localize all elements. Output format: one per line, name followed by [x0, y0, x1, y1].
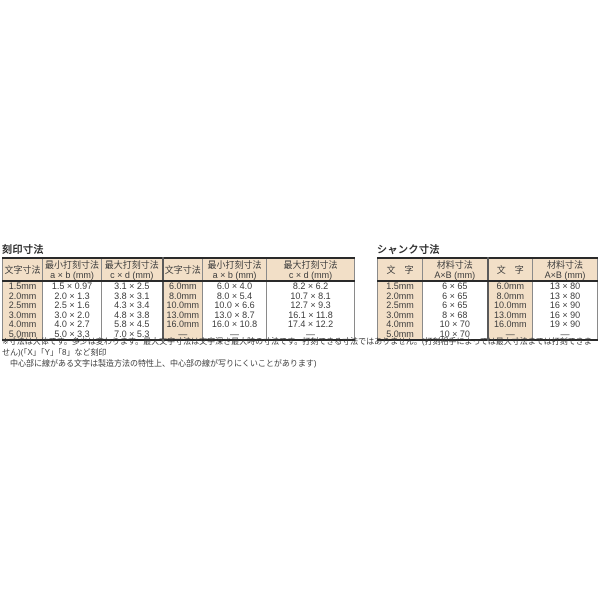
stamp-dimensions-section: 刻印寸法 文字寸法 最小打刻寸法 a × b (mm) 最大打刻寸法 c × d (…	[2, 245, 355, 341]
table-row: 2.5mm 2.5 × 1.6 4.3 × 3.4 10.0mm 10.0 × …	[3, 300, 355, 311]
header-material-dim: 材料寸法 A×B (mm)	[532, 258, 598, 282]
table-row: 4.0mm 10 × 70 16.0mm 19 × 90	[378, 319, 598, 330]
table-cell: 13.0mm	[161, 310, 203, 320]
table-cell: 4.0 × 2.7	[42, 319, 102, 330]
table-cell: 8.2 × 6.2	[266, 281, 355, 292]
table-cell: 1.5 × 0.97	[42, 281, 102, 292]
table-cell: 13 × 80	[532, 291, 598, 301]
table-cell: 3.0 × 2.0	[42, 310, 102, 320]
table-cell: 4.0mm	[386, 319, 414, 329]
table-cell: 3.0mm	[8, 309, 37, 320]
table-cell: 13.0 × 8.7	[202, 310, 267, 320]
table-cell: 4.8 × 3.8	[101, 310, 163, 320]
table-cell: 12.7 × 9.3	[266, 300, 355, 311]
table-cell: 8.0mm	[161, 291, 203, 301]
table-cell: 5.0mm	[8, 328, 37, 339]
table-row: 1.5mm 1.5 × 0.97 3.1 × 2.5 6.0mm 6.0 × 4…	[3, 281, 355, 292]
header-max-dim: 最大打刻寸法 c × d (mm)	[266, 258, 355, 282]
table-cell: 10.0mm	[486, 300, 533, 311]
table-cell: 6 × 65	[422, 300, 488, 311]
table-row: 3.0mm 3.0 × 2.0 4.8 × 3.8 13.0mm 13.0 × …	[3, 309, 355, 320]
table-cell: 16 × 90	[532, 300, 598, 311]
table-cell: 16 × 90	[532, 310, 598, 320]
table-cell: 1.5mm	[8, 281, 37, 291]
table-cell: 2.5mm	[8, 300, 37, 310]
table-cell: 3.1 × 2.5	[101, 281, 163, 292]
table-cell: 3.0mm	[386, 309, 414, 320]
table-row: 3.0mm 8 × 68 13.0mm 16 × 90	[378, 309, 598, 320]
table-cell: 16.1 × 11.8	[266, 310, 355, 320]
table-cell: 1.5mm	[386, 281, 414, 291]
shank-table-title: シャンク寸法	[377, 245, 440, 256]
table-cell: 16.0mm	[161, 319, 203, 330]
table-row: 5.0mm 10 × 70 — —	[378, 328, 598, 340]
table-row: 5.0mm 5.0 × 3.3 7.0 × 5.3 — — —	[3, 328, 355, 340]
header-material-dim: 材料寸法 A×B (mm)	[422, 258, 488, 282]
header-char-size: 文字寸法	[2, 258, 43, 282]
table-cell: 10.0mm	[161, 300, 203, 311]
table-cell: —	[486, 329, 533, 340]
table-cell: 2.5 × 1.6	[42, 300, 102, 311]
stamp-dimensions-table: 文字寸法 最小打刻寸法 a × b (mm) 最大打刻寸法 c × d (mm) 文…	[2, 257, 355, 341]
table-cell: —	[161, 329, 203, 340]
table-cell: 6.0 × 4.0	[202, 281, 267, 292]
table-cell: 8 × 68	[422, 310, 488, 320]
footnote-line-2: 中心部に線がある文字は製造方法の特性上、中心部の線が写りにくいことがあります)	[10, 359, 317, 368]
table-cell: 8.0mm	[486, 291, 533, 301]
stamp-table-title: 刻印寸法	[2, 245, 44, 256]
table-cell: 6 × 65	[422, 291, 488, 301]
table-cell: 13 × 80	[532, 281, 598, 292]
stamp-header-row: 文字寸法 最小打刻寸法 a × b (mm) 最大打刻寸法 c × d (mm) 文…	[2, 258, 355, 282]
table-cell: 19 × 90	[532, 319, 598, 330]
table-cell: 4.0mm	[8, 319, 37, 329]
header-min-dim: 最小打刻寸法 a × b (mm)	[42, 258, 102, 282]
table-cell: 13.0mm	[486, 310, 533, 320]
table-cell: 6 × 65	[422, 281, 488, 292]
table-cell: 5.8 × 4.5	[101, 319, 163, 330]
table-cell: —	[266, 329, 355, 340]
table-cell: 2.0mm	[386, 290, 414, 301]
table-cell: 8.0 × 5.4	[202, 291, 267, 301]
table-row: 2.0mm 2.0 × 1.3 3.8 × 3.1 8.0mm 8.0 × 5.…	[3, 290, 355, 301]
header-char: 文 字	[377, 258, 423, 282]
table-cell: 16.0 × 10.8	[202, 319, 267, 330]
table-cell: 6.0mm	[486, 281, 533, 292]
table-cell: 5.0 × 3.3	[42, 329, 102, 340]
header-min-dim: 最小打刻寸法 a × b (mm)	[202, 258, 267, 282]
footnote: ※寸法は大体です。多少は変わります。最大文字寸法は文字深さ最大時の寸法です。打刻…	[2, 336, 598, 369]
table-cell: 10 × 70	[422, 329, 488, 340]
table-row: 2.0mm 6 × 65 8.0mm 13 × 80	[378, 290, 598, 301]
shank-dimensions-section: シャンク寸法 文 字 材料寸法 A×B (mm) 文 字 材料寸法 A×B (mm)…	[377, 245, 598, 341]
table-row: 2.5mm 6 × 65 10.0mm 16 × 90	[378, 300, 598, 311]
table-cell: 6.0mm	[161, 281, 203, 292]
footnote-line-1: ※寸法は大体です。多少は変わります。最大文字寸法は文字深さ最大時の寸法です。打刻…	[2, 337, 592, 357]
table-row: 1.5mm 6 × 65 6.0mm 13 × 80	[378, 281, 598, 292]
table-cell: 2.0mm	[8, 290, 37, 301]
table-cell: 17.4 × 12.2	[266, 319, 355, 330]
header-char-size: 文字寸法	[161, 258, 203, 282]
table-cell: 4.3 × 3.4	[101, 300, 163, 311]
table-cell: 16.0mm	[486, 319, 533, 330]
table-row: 4.0mm 4.0 × 2.7 5.8 × 4.5 16.0mm 16.0 × …	[3, 319, 355, 330]
shank-dimensions-table: 文 字 材料寸法 A×B (mm) 文 字 材料寸法 A×B (mm) 1.5mm …	[377, 257, 598, 341]
table-cell: 10.0 × 6.6	[202, 300, 267, 311]
table-cell: 2.0 × 1.3	[42, 291, 102, 301]
table-cell: —	[532, 329, 598, 340]
table-cell: 2.5mm	[386, 300, 414, 310]
table-cell: —	[202, 329, 267, 340]
shank-header-row: 文 字 材料寸法 A×B (mm) 文 字 材料寸法 A×B (mm)	[377, 258, 598, 282]
table-cell: 10 × 70	[422, 319, 488, 330]
header-max-dim: 最大打刻寸法 c × d (mm)	[101, 258, 163, 282]
table-cell: 10.7 × 8.1	[266, 291, 355, 301]
header-char: 文 字	[486, 258, 533, 282]
table-cell: 7.0 × 5.3	[101, 329, 163, 340]
table-cell: 3.8 × 3.1	[101, 291, 163, 301]
table-cell: 5.0mm	[386, 328, 414, 339]
